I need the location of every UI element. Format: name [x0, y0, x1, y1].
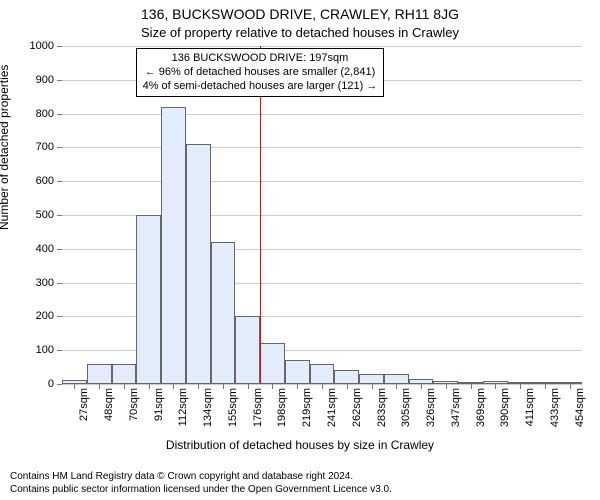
annotation-line: 136 BUCKSWOOD DRIVE: 197sqm: [143, 52, 378, 66]
xtick-label: 219sqm: [301, 384, 313, 427]
xtick-mark: [173, 384, 174, 389]
bar: [87, 364, 112, 384]
chart-container: { "title": "136, BUCKSWOOD DRIVE, CRAWLE…: [0, 0, 600, 500]
ytick-label: 200: [36, 310, 62, 322]
bar: [112, 364, 137, 384]
xtick-mark: [99, 384, 100, 389]
xtick-mark: [347, 384, 348, 389]
xtick-mark: [495, 384, 496, 389]
annotation-line: ← 96% of detached houses are smaller (2,…: [143, 66, 378, 80]
ytick-label: 300: [36, 277, 62, 289]
xtick-mark: [520, 384, 521, 389]
xtick-mark: [297, 384, 298, 389]
xtick-label: 134sqm: [202, 384, 214, 427]
bar: [186, 144, 211, 384]
footer-line-2: Contains public sector information licen…: [10, 484, 392, 497]
bar: [260, 343, 285, 384]
bar: [136, 215, 161, 384]
xtick-label: 433sqm: [549, 384, 561, 427]
ytick-label: 1000: [30, 40, 62, 52]
gridline: [62, 147, 582, 148]
annotation-box: 136 BUCKSWOOD DRIVE: 197sqm← 96% of deta…: [136, 48, 385, 97]
bar: [211, 242, 236, 384]
footer-line-1: Contains HM Land Registry data © Crown c…: [10, 471, 392, 484]
xtick-mark: [570, 384, 571, 389]
page-title: 136, BUCKSWOOD DRIVE, CRAWLEY, RH11 8JG: [0, 6, 600, 22]
xtick-label: 198sqm: [276, 384, 288, 427]
xtick-label: 283sqm: [376, 384, 388, 427]
xtick-label: 454sqm: [574, 384, 586, 427]
xtick-mark: [396, 384, 397, 389]
xtick-label: 70sqm: [128, 384, 140, 421]
xtick-mark: [198, 384, 199, 389]
ytick-label: 700: [36, 141, 62, 153]
ytick-label: 100: [36, 344, 62, 356]
y-axis-label: Number of detached properties: [0, 65, 11, 230]
subtitle: Size of property relative to detached ho…: [0, 25, 600, 40]
xtick-label: 326sqm: [425, 384, 437, 427]
gridline: [62, 114, 582, 115]
xtick-label: 411sqm: [524, 384, 536, 426]
ytick-label: 800: [36, 108, 62, 120]
ytick-label: 600: [36, 175, 62, 187]
xtick-label: 262sqm: [351, 384, 363, 427]
bar: [161, 107, 186, 384]
ytick-label: 500: [36, 209, 62, 221]
xtick-label: 241sqm: [326, 384, 338, 427]
xtick-label: 305sqm: [400, 384, 412, 427]
xtick-label: 27sqm: [78, 384, 90, 421]
bar: [235, 316, 260, 384]
bar: [310, 364, 335, 384]
gridline: [62, 181, 582, 182]
xtick-mark: [124, 384, 125, 389]
xtick-mark: [421, 384, 422, 389]
xtick-label: 112sqm: [177, 384, 189, 426]
bar: [384, 374, 409, 384]
xtick-mark: [545, 384, 546, 389]
x-axis-label: Distribution of detached houses by size …: [0, 438, 600, 452]
plot-area: 0100200300400500600700800900100027sqm48s…: [62, 46, 582, 384]
xtick-label: 91sqm: [153, 384, 165, 421]
footer: Contains HM Land Registry data © Crown c…: [10, 471, 392, 496]
ytick-label: 900: [36, 74, 62, 86]
xtick-label: 155sqm: [227, 384, 239, 427]
xtick-label: 176sqm: [252, 384, 264, 427]
xtick-mark: [74, 384, 75, 389]
bar: [359, 374, 384, 384]
ytick-label: 0: [48, 378, 62, 390]
xtick-mark: [248, 384, 249, 389]
xtick-mark: [322, 384, 323, 389]
xtick-mark: [372, 384, 373, 389]
xtick-mark: [223, 384, 224, 389]
bar: [334, 370, 359, 384]
xtick-mark: [149, 384, 150, 389]
gridline: [62, 46, 582, 47]
xtick-label: 48sqm: [103, 384, 115, 421]
xtick-label: 369sqm: [475, 384, 487, 427]
ytick-label: 400: [36, 243, 62, 255]
bar: [285, 360, 310, 384]
xtick-mark: [446, 384, 447, 389]
annotation-line: 4% of semi-detached houses are larger (1…: [143, 80, 378, 94]
xtick-mark: [272, 384, 273, 389]
xtick-label: 347sqm: [450, 384, 462, 427]
xtick-mark: [471, 384, 472, 389]
xtick-label: 390sqm: [499, 384, 511, 427]
